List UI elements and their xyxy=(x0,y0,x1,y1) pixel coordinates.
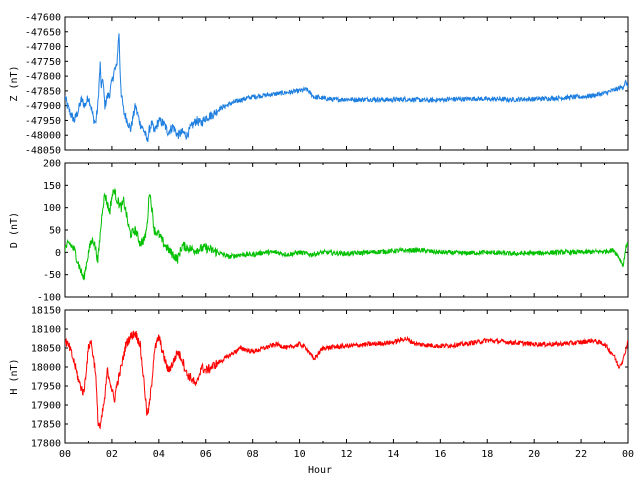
x-tick-label: 10 xyxy=(294,449,306,460)
x-tick-label: 22 xyxy=(575,449,587,460)
y-tick-label: -47750 xyxy=(25,57,61,68)
x-tick-label: 02 xyxy=(106,449,118,460)
y-tick-label: 18150 xyxy=(31,306,61,317)
panel-z: -48050 -48000 -47950 -47900 -47850 -47800 -477… xyxy=(9,13,629,157)
panel-d: -100 -50 0 50 100 150 200 D (nT) xyxy=(9,159,629,304)
y-tick-label: -100 xyxy=(37,293,61,304)
x-tick-label: 04 xyxy=(153,449,165,460)
y-tick-label: 150 xyxy=(43,181,61,192)
y-tick-label: 18000 xyxy=(31,363,61,374)
y-tick-label: 50 xyxy=(49,226,61,237)
y-tick-label: 17950 xyxy=(31,382,61,393)
x-tick-label: 16 xyxy=(434,449,446,460)
x-tick-label: 00 xyxy=(59,449,71,460)
series-line-z xyxy=(65,33,628,143)
y-tick-label: -50 xyxy=(43,270,61,281)
y-tick-label: 0 xyxy=(55,248,61,259)
series-line-h xyxy=(65,330,628,430)
y-tick-label: 200 xyxy=(43,159,61,170)
y-tick-label: -47900 xyxy=(25,101,61,112)
y-axis-label: D (nT) xyxy=(9,212,20,248)
y-tick-label: 17850 xyxy=(31,420,61,431)
y-tick-label: 18100 xyxy=(31,325,61,336)
y-tick-label: -47600 xyxy=(25,13,61,24)
series-line-d xyxy=(65,187,628,281)
x-axis-label: Hour xyxy=(308,465,332,476)
y-tick-label: -47700 xyxy=(25,42,61,53)
y-tick-label: -47850 xyxy=(25,86,61,97)
x-tick-label: 08 xyxy=(247,449,259,460)
y-axis-label: H (nT) xyxy=(9,358,20,394)
y-tick-label: -47650 xyxy=(25,27,61,38)
y-tick-label: 100 xyxy=(43,203,61,214)
y-tick-label: -48000 xyxy=(25,131,61,142)
panel-h: 17800 17850 17900 17950 18000 18050 18100 18150… xyxy=(9,306,634,461)
y-tick-label: 17900 xyxy=(31,401,61,412)
x-tick-label: 12 xyxy=(340,449,352,460)
y-tick-label: -48050 xyxy=(25,146,61,157)
plot-frame xyxy=(64,162,629,298)
x-tick-label: 14 xyxy=(387,449,399,460)
y-tick-label: -47950 xyxy=(25,116,61,127)
y-axis-label: Z (nT) xyxy=(9,65,20,101)
x-tick-label: 18 xyxy=(481,449,493,460)
plot-frame xyxy=(64,309,629,444)
y-tick-label: -47800 xyxy=(25,72,61,83)
x-tick-label: 20 xyxy=(528,449,540,460)
x-tick-label: 06 xyxy=(200,449,212,460)
x-tick-label: 00 xyxy=(622,449,634,460)
y-tick-label: 18050 xyxy=(31,344,61,355)
y-tick-label: 17800 xyxy=(31,439,61,450)
